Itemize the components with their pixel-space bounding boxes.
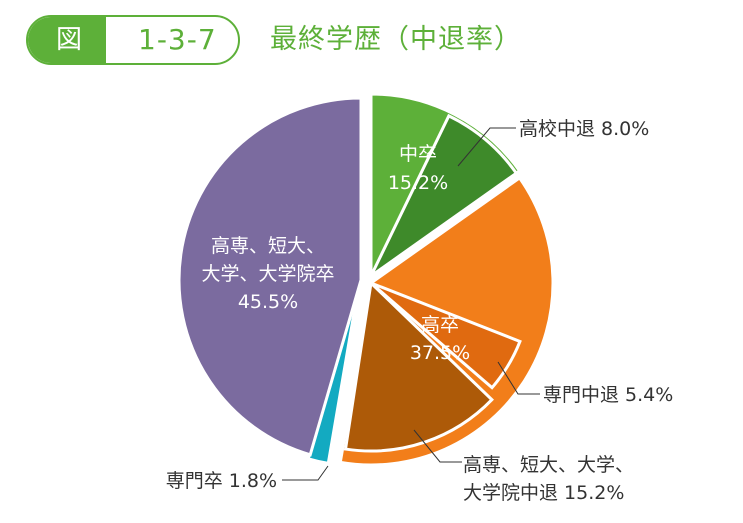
leader-line-vocational <box>282 465 329 481</box>
figure-badge: 図 1-3-7 <box>26 15 240 65</box>
chart-title: 最終学歴（中退率） <box>270 24 522 55</box>
label-higher-ed-dropout-line1: 高専、短大、大学、 <box>463 454 634 476</box>
label-high-school-dropout: 高校中退 8.0% <box>519 118 649 140</box>
label-higher-ed-value: 45.5% <box>238 291 298 313</box>
label-vocational: 専門卒 1.8% <box>166 470 277 492</box>
leader-line-high-school-dropout <box>457 127 516 167</box>
slice-high-school-dropout <box>369 113 519 278</box>
figure-badge-label: 図 <box>28 17 106 63</box>
slice-vocational-dropout <box>370 281 522 390</box>
figure-number: 1-3-7 <box>138 23 217 56</box>
slice-higher-education-dropout <box>343 279 494 453</box>
label-junior-high-name: 中卒 <box>399 143 437 165</box>
label-junior-high-value: 15.2% <box>388 172 448 194</box>
label-higher-ed-line1: 高専、短大、 <box>211 235 325 257</box>
label-higher-ed-line2: 大学、大学院卒 <box>201 263 334 285</box>
label-vocational-dropout: 専門中退 5.4% <box>543 384 673 406</box>
label-high-school-name: 高卒 <box>421 314 459 336</box>
leader-line-vocational-dropout <box>497 361 540 395</box>
label-high-school-value: 37.5% <box>410 342 470 364</box>
leader-line-higher-ed-dropout <box>413 429 462 463</box>
slice-higher-education <box>177 96 363 457</box>
label-higher-ed-dropout-line2: 大学院中退 15.2% <box>463 482 624 504</box>
